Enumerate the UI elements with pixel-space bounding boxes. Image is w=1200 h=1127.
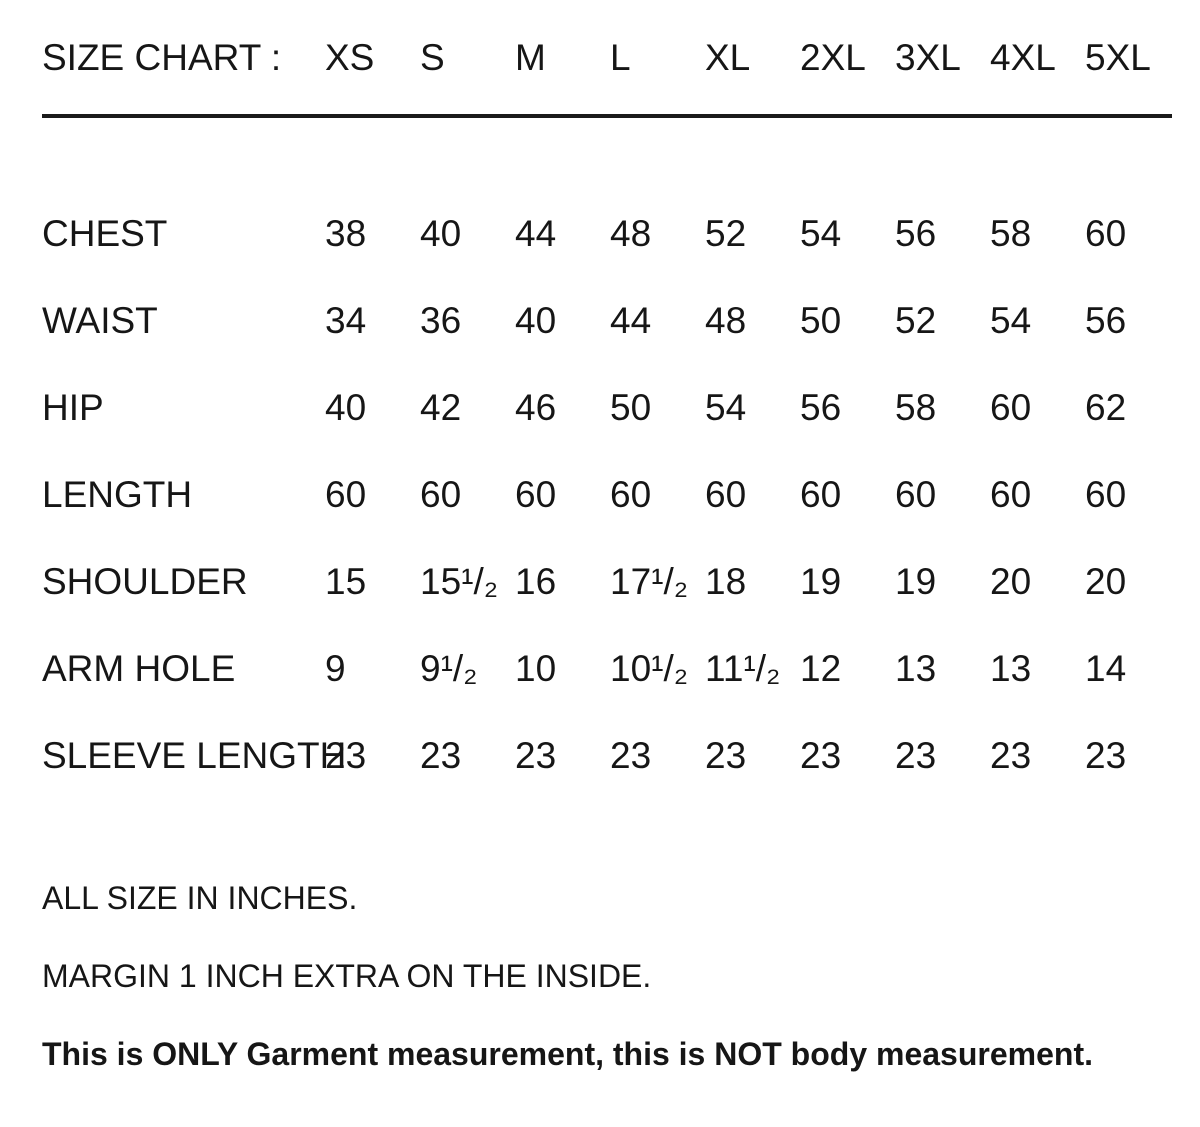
size-cell: 38 (325, 213, 367, 254)
size-cell: 17¹/₂ (610, 561, 689, 602)
size-cell: 20 (1085, 561, 1127, 602)
size-cell: 60 (895, 474, 937, 515)
size-cell: 60 (610, 474, 652, 515)
column-header-xs: XS (325, 37, 375, 78)
size-cell: 60 (800, 474, 842, 515)
size-cell: 46 (515, 387, 557, 428)
table-row-sleeve-length: SLEEVE LENGTH 23 23 23 23 23 23 23 23 23 (42, 734, 1180, 821)
size-cell: 23 (895, 735, 937, 776)
size-cell: 52 (705, 213, 747, 254)
column-header-s: S (420, 37, 445, 78)
size-cell: 44 (610, 300, 652, 341)
row-label: SHOULDER (42, 561, 248, 602)
note-garment-measurement: This is ONLY Garment measurement, this i… (42, 1036, 1093, 1072)
row-label: LENGTH (42, 474, 193, 515)
size-cell: 60 (515, 474, 557, 515)
row-label: SLEEVE LENGTH (42, 735, 347, 776)
size-cell: 56 (895, 213, 937, 254)
size-cell: 10¹/₂ (610, 648, 689, 689)
column-header-3xl: 3XL (895, 37, 961, 78)
size-cell: 20 (990, 561, 1032, 602)
size-cell: 13 (895, 648, 937, 689)
size-cell: 15¹/₂ (420, 561, 499, 602)
footnotes: ALL SIZE IN INCHES. MARGIN 1 INCH EXTRA … (42, 881, 1180, 1071)
column-header-4xl: 4XL (990, 37, 1056, 78)
size-cell: 60 (990, 387, 1032, 428)
size-cell: 23 (1085, 735, 1127, 776)
size-cell: 18 (705, 561, 747, 602)
size-cell: 34 (325, 300, 367, 341)
size-cell: 16 (515, 561, 557, 602)
size-cell: 23 (990, 735, 1032, 776)
size-cell: 9¹/₂ (420, 648, 478, 689)
size-cell: 60 (1085, 213, 1127, 254)
size-cell: 58 (990, 213, 1032, 254)
table-row-chest: CHEST 38 40 44 48 52 54 56 58 60 (42, 212, 1180, 299)
table-row-shoulder: SHOULDER 15 15¹/₂ 16 17¹/₂ 18 19 19 20 2… (42, 560, 1180, 647)
size-cell: 58 (895, 387, 937, 428)
size-cell: 19 (800, 561, 842, 602)
size-cell: 56 (1085, 300, 1127, 341)
note-all-sizes-in-inches: ALL SIZE IN INCHES. (42, 880, 358, 916)
size-cell: 23 (800, 735, 842, 776)
size-chart-header-row: SIZE CHART : XS S M L XL 2XL 3XL 4XL 5XL (42, 0, 1180, 80)
table-row-hip: HIP 40 42 46 50 54 56 58 60 62 (42, 386, 1180, 473)
size-cell: 56 (800, 387, 842, 428)
size-cell: 60 (1085, 474, 1127, 515)
size-table: CHEST 38 40 44 48 52 54 56 58 60 WAIST 3… (42, 212, 1180, 821)
size-cell: 23 (515, 735, 557, 776)
size-cell: 44 (515, 213, 557, 254)
size-cell: 54 (990, 300, 1032, 341)
column-header-5xl: 5XL (1085, 37, 1151, 78)
table-row-length: LENGTH 60 60 60 60 60 60 60 60 60 (42, 473, 1180, 560)
size-cell: 54 (705, 387, 747, 428)
size-cell: 40 (325, 387, 367, 428)
row-label: CHEST (42, 213, 168, 254)
size-cell: 60 (705, 474, 747, 515)
size-cell: 13 (990, 648, 1032, 689)
size-cell: 40 (420, 213, 462, 254)
row-label: HIP (42, 387, 104, 428)
size-cell: 42 (420, 387, 462, 428)
size-cell: 40 (515, 300, 557, 341)
size-cell: 60 (990, 474, 1032, 515)
size-cell: 19 (895, 561, 937, 602)
size-cell: 50 (800, 300, 842, 341)
size-cell: 23 (420, 735, 462, 776)
column-header-m: M (515, 37, 546, 78)
size-cell: 14 (1085, 648, 1127, 689)
size-cell: 54 (800, 213, 842, 254)
row-label: ARM HOLE (42, 648, 236, 689)
column-header-2xl: 2XL (800, 37, 866, 78)
column-header-l: L (610, 37, 631, 78)
size-cell: 11¹/₂ (705, 648, 781, 689)
table-row-arm-hole: ARM HOLE 9 9¹/₂ 10 10¹/₂ 11¹/₂ 12 13 13 … (42, 647, 1180, 734)
size-cell: 60 (325, 474, 367, 515)
header-divider (42, 114, 1172, 118)
size-cell: 60 (420, 474, 462, 515)
size-cell: 12 (800, 648, 842, 689)
size-cell: 36 (420, 300, 462, 341)
size-cell: 48 (705, 300, 747, 341)
size-cell: 23 (610, 735, 652, 776)
size-cell: 62 (1085, 387, 1127, 428)
size-cell: 9 (325, 648, 346, 689)
row-label: WAIST (42, 300, 158, 341)
size-cell: 50 (610, 387, 652, 428)
size-cell: 23 (705, 735, 747, 776)
column-header-xl: XL (705, 37, 751, 78)
size-cell: 10 (515, 648, 557, 689)
size-cell: 15 (325, 561, 367, 602)
chart-title: SIZE CHART : (42, 37, 282, 78)
size-cell: 52 (895, 300, 937, 341)
note-margin-extra: MARGIN 1 INCH EXTRA ON THE INSIDE. (42, 958, 652, 994)
size-cell: 23 (325, 735, 367, 776)
table-row-waist: WAIST 34 36 40 44 48 50 52 54 56 (42, 299, 1180, 386)
size-cell: 48 (610, 213, 652, 254)
